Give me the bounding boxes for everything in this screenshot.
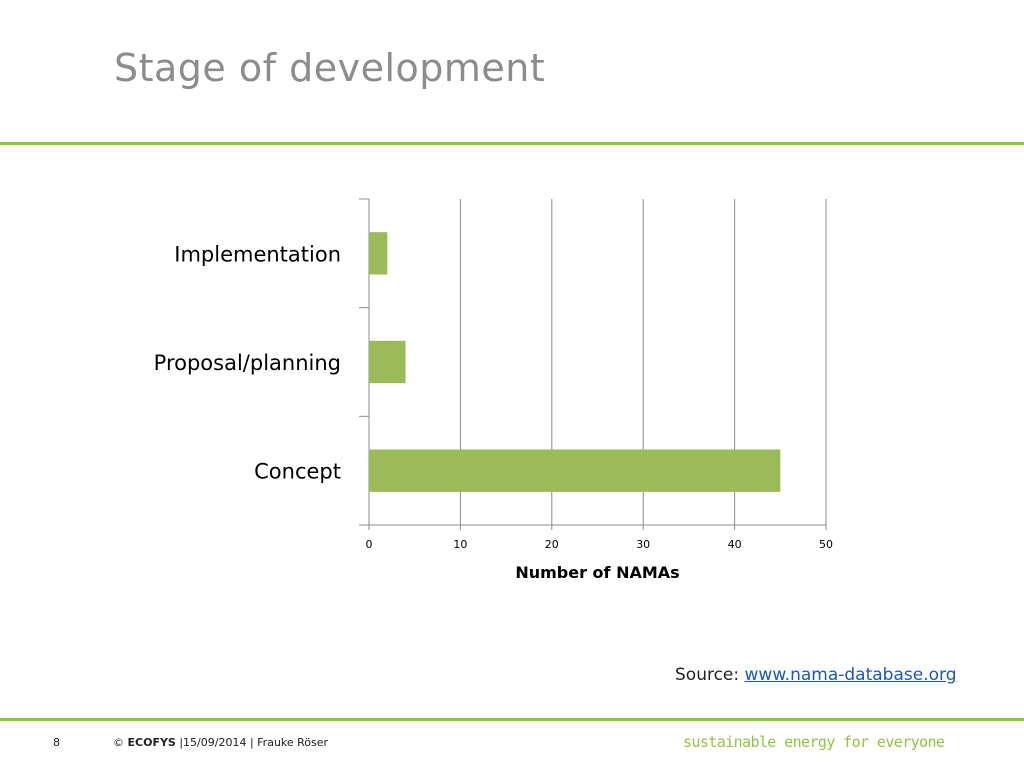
category-label: Concept: [254, 460, 341, 484]
top-divider: [0, 142, 1024, 145]
source-link[interactable]: www.nama-database.org: [744, 665, 957, 685]
page-number: 8: [53, 736, 60, 749]
x-axis-title: Number of NAMAs: [515, 563, 679, 582]
footer-copyright: © ECOFYS |15/09/2014 | Frauke Röser: [113, 736, 328, 749]
company-name: ECOFYS: [127, 736, 176, 749]
bar: [369, 449, 781, 492]
footer-tagline: sustainable energy for everyone: [683, 733, 945, 751]
x-tick-label: 40: [728, 538, 742, 551]
bottom-divider: [0, 718, 1024, 721]
x-tick-label: 50: [819, 538, 833, 551]
source-note: Source: www.nama-database.org: [675, 665, 957, 685]
category-label: Implementation: [174, 242, 341, 266]
bar: [369, 232, 388, 275]
x-tick-label: 20: [545, 538, 559, 551]
x-tick-label: 10: [453, 538, 467, 551]
x-tick-label: 30: [636, 538, 650, 551]
source-label: Source:: [675, 665, 740, 685]
x-tick-label: 0: [366, 538, 373, 551]
footer-info: |15/09/2014 | Frauke Röser: [179, 736, 329, 749]
bar-chart: Implementation Proposal/planning Concept 0 1…: [154, 198, 833, 582]
bar: [369, 340, 406, 384]
category-label: Proposal/planning: [154, 351, 341, 375]
copyright-symbol: ©: [113, 736, 124, 749]
slide-title: Stage of development: [114, 46, 546, 90]
